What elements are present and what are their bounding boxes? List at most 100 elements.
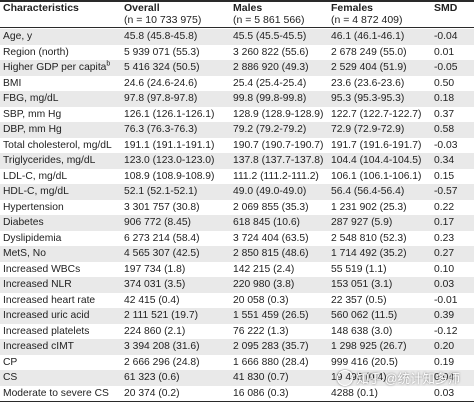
cell-males-text: 3 724 404 (63.5) (233, 232, 309, 244)
cell-overall-text: 4 565 307 (42.5) (124, 248, 200, 259)
cell-overall-text: 20 374 (0.2) (124, 387, 180, 399)
cell-males-text: 142 215 (2.4) (233, 263, 295, 275)
cell-smd-text: 0.18 (434, 93, 455, 104)
cell-smd: -0.03 (434, 138, 457, 154)
row-label: CS (3, 370, 17, 386)
cell-smd-text: 0.20 (434, 341, 455, 352)
watermark: 知乎 @统计知多师 (337, 368, 460, 387)
cell-males: 41 830 (0.7) (233, 370, 289, 386)
cell-males: 1 666 880 (28.4) (233, 355, 309, 371)
cell-overall: 191.1 (191.1-191.1) (124, 138, 214, 154)
row-label: Dyslipidemia (3, 231, 61, 247)
cell-overall: 197 734 (1.8) (124, 262, 185, 278)
cell-males-text: 220 980 (3.8) (233, 279, 295, 290)
cell-females-text: 2 529 404 (51.9) (331, 62, 407, 73)
cell-males-text: 3 260 822 (55.6) (233, 46, 309, 58)
table-row: CP 2 666 296 (24.8) 1 666 880 (28.4) 999 41… (0, 355, 474, 371)
cell-smd-text: 0.22 (434, 201, 455, 213)
cell-males-text: 111.2 (111.2-111.2) (233, 170, 319, 182)
table-header: Characteristics Overall Males Females SM… (0, 0, 474, 29)
cell-overall: 20 374 (0.2) (124, 386, 180, 402)
cell-males: 2 069 855 (35.3) (233, 200, 309, 216)
cell-females-text: 19 493 (0.4) (331, 372, 387, 383)
footnote-marker: b (106, 60, 111, 68)
cell-smd: 0.04 (434, 370, 454, 386)
row-label-text: Increased uric acid (3, 310, 90, 321)
cell-smd-text: 0.50 (434, 77, 455, 89)
cell-overall: 76.3 (76.3-76.3) (124, 122, 197, 138)
header-title-row: Characteristics Overall Males Females SM… (0, 2, 474, 15)
table-row: Moderate to severe CS 20 374 (0.2) 16 086 … (0, 386, 474, 402)
cell-overall: 224 860 (2.1) (124, 324, 185, 340)
row-label: Diabetes (3, 215, 44, 231)
cell-females-text: 122.7 (122.7-122.7) (331, 108, 422, 120)
cell-overall-text: 2 111 521 (19.7) (124, 310, 199, 321)
row-label: Moderate to severe CS (3, 386, 109, 402)
row-label-text: Triglycerides, mg/dL (3, 155, 96, 166)
cell-males: 2 095 283 (35.7) (233, 339, 309, 355)
cell-smd-text: -0.57 (434, 186, 458, 197)
cell-females: 153 051 (3.1) (331, 277, 392, 293)
cell-females: 4288 (0.1) (331, 386, 378, 402)
row-label-text: Dyslipidemia (3, 232, 62, 244)
cell-overall: 123.0 (123.0-123.0) (124, 153, 214, 169)
cell-smd: 0.58 (434, 122, 454, 138)
cell-males: 2 850 815 (48.6) (233, 246, 309, 262)
row-label-text: Increased cIMT (3, 341, 74, 352)
cell-overall: 6 273 214 (58.4) (124, 231, 200, 247)
cell-females-text: 560 062 (11.5) (331, 310, 398, 321)
row-label-text: Diabetes (3, 217, 44, 228)
cell-females-text: 104.4 (104.4-104.5) (331, 155, 422, 166)
cell-smd: 0.03 (434, 277, 454, 293)
cell-smd: 0.18 (434, 91, 454, 107)
cell-males-text: 49.0 (49.0-49.0) (233, 186, 307, 197)
cell-females-text: 191.7 (191.6-191.7) (331, 139, 422, 151)
row-label: HDL-C, mg/dL (3, 184, 69, 200)
table-row: LDL-C, mg/dL 108.9 (108.9-108.9) 111.2 (11… (0, 169, 474, 185)
row-label: DBP, mm Hg (3, 122, 62, 138)
cell-smd: 0.15 (434, 169, 454, 185)
cell-males-text: 1 551 459 (26.5) (233, 310, 309, 321)
cell-smd-text: -0.01 (434, 294, 458, 306)
cell-females-text: 153 051 (3.1) (331, 279, 393, 290)
row-label: Region (north) (3, 45, 69, 61)
watermark-text: 知乎 @统计知多师 (356, 372, 460, 386)
cell-males: 111.2 (111.2-111.2) (233, 169, 319, 185)
cell-females: 95.3 (95.3-95.3) (331, 91, 404, 107)
cell-females: 999 416 (20.5) (331, 355, 398, 371)
cell-smd: 0.34 (434, 153, 454, 169)
cell-females-text: 1 714 492 (35.2) (331, 248, 407, 259)
cell-males: 20 058 (0.3) (233, 293, 289, 309)
cell-females: 55 519 (1.1) (331, 262, 387, 278)
cell-overall-text: 123.0 (123.0-123.0) (124, 155, 215, 166)
cell-overall-text: 374 031 (3.5) (124, 279, 186, 290)
cell-males: 16 086 (0.3) (233, 386, 289, 402)
header-smd: SMD (434, 2, 458, 14)
cell-smd: 0.50 (434, 76, 454, 92)
table-row: MetS, No 4 565 307 (42.5) 2 850 815 (48.6)… (0, 246, 474, 262)
cell-males-text: 2 095 283 (35.7) (233, 341, 309, 352)
table-row: Total cholesterol, mg/dL 191.1 (191.1-191… (0, 138, 474, 154)
cell-overall: 4 565 307 (42.5) (124, 246, 200, 262)
cell-females-text: 56.4 (56.4-56.4) (331, 186, 405, 197)
row-label-text: Increased heart rate (3, 294, 96, 306)
cell-smd: 0.01 (434, 45, 454, 61)
cell-overall: 2 666 296 (24.8) (124, 355, 200, 371)
table-row: Increased cIMT 3 394 208 (31.6) 2 095 283 … (0, 339, 474, 355)
cell-overall-text: 52.1 (52.1-52.1) (124, 186, 198, 197)
row-label-text: Hypertension (3, 201, 64, 213)
cell-smd-text: 0.27 (434, 248, 455, 259)
table-row: Triglycerides, mg/dL 123.0 (123.0-123.0) 1… (0, 153, 474, 169)
cell-smd-text: 0.37 (434, 108, 455, 120)
header-males: Males (233, 2, 263, 14)
cell-males: 45.5 (45.5-45.5) (233, 29, 306, 45)
cell-females: 106.1 (106.1-106.1) (331, 169, 421, 185)
cell-smd: -0.01 (434, 293, 457, 309)
cell-females: 56.4 (56.4-56.4) (331, 184, 404, 200)
cell-smd-text: 0.17 (434, 217, 455, 228)
cell-females: 1 714 492 (35.2) (331, 246, 407, 262)
row-label-text: Higher GDP per capita (3, 62, 107, 73)
cell-overall-text: 5 939 071 (55.3) (124, 46, 200, 58)
cell-overall-text: 3 394 208 (31.6) (124, 341, 200, 352)
cell-overall: 61 323 (0.6) (124, 370, 180, 386)
